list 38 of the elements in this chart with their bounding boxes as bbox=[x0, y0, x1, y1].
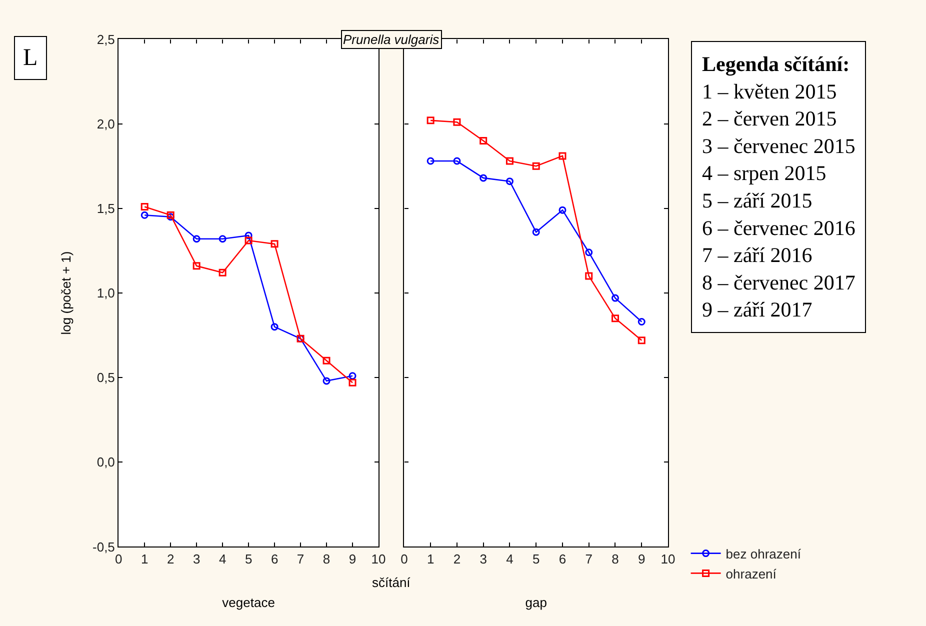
x-tick-label: 3 bbox=[480, 551, 487, 566]
x-tick-label: 0 bbox=[400, 551, 408, 566]
x-axis-title: vegetace bbox=[222, 595, 275, 610]
legend-label: ohrazení bbox=[726, 566, 777, 582]
x-axis-title: gap bbox=[525, 595, 547, 610]
x-tick-label: 4 bbox=[218, 551, 226, 566]
x-tick-label: 8 bbox=[322, 551, 330, 566]
legend-label: bez ohrazení bbox=[726, 546, 802, 562]
x-tick-label: 1 bbox=[426, 551, 434, 566]
x-tick-label: 7 bbox=[296, 551, 304, 566]
x-tick-label: 0 bbox=[115, 551, 122, 566]
x-tick-label: 2 bbox=[453, 551, 461, 566]
x-tick-label: 5 bbox=[532, 551, 540, 566]
x-tick-label: 3 bbox=[192, 551, 200, 566]
x-tick-label: 2 bbox=[166, 551, 174, 566]
y-tick-label: 1,5 bbox=[96, 200, 115, 216]
y-axis-title: log (počet + 1) bbox=[58, 251, 74, 335]
y-tick-label: 2,5 bbox=[96, 32, 115, 47]
x-tick-label: 4 bbox=[506, 551, 514, 566]
y-tick-label: 0,0 bbox=[96, 454, 115, 470]
y-tick-label: 0,5 bbox=[96, 370, 115, 386]
y-tick-label: 2,0 bbox=[96, 116, 115, 132]
x-tick-label: 6 bbox=[558, 551, 566, 566]
text: Legenda sčítání: 1 – květen 2015 2 – červen 2015 3 – červenec 2015 4 – srpen 2015 5 – září 2015 6 – červenec 2016 7 – září 2016 8 – červenec 2017 9 – září 2017 bbox=[702, 52, 856, 322]
x-tick-label: 5 bbox=[244, 551, 252, 566]
text: sčítání bbox=[372, 575, 411, 590]
x-tick-label: 10 bbox=[660, 551, 676, 566]
x-tick-label: 7 bbox=[585, 551, 592, 566]
x-tick-label: 8 bbox=[612, 551, 619, 566]
x-tick-label: 9 bbox=[638, 551, 646, 566]
x-tick-label: 1 bbox=[140, 551, 148, 566]
chart-title: Prunella vulgaris bbox=[343, 32, 440, 47]
y-tick-label: 1,0 bbox=[96, 286, 115, 301]
y-tick-label: -0,5 bbox=[92, 539, 115, 554]
x-tick-label: 6 bbox=[270, 551, 278, 566]
x-tick-label: 10 bbox=[371, 551, 386, 566]
text: L bbox=[23, 45, 38, 71]
x-tick-label: 9 bbox=[348, 551, 356, 566]
